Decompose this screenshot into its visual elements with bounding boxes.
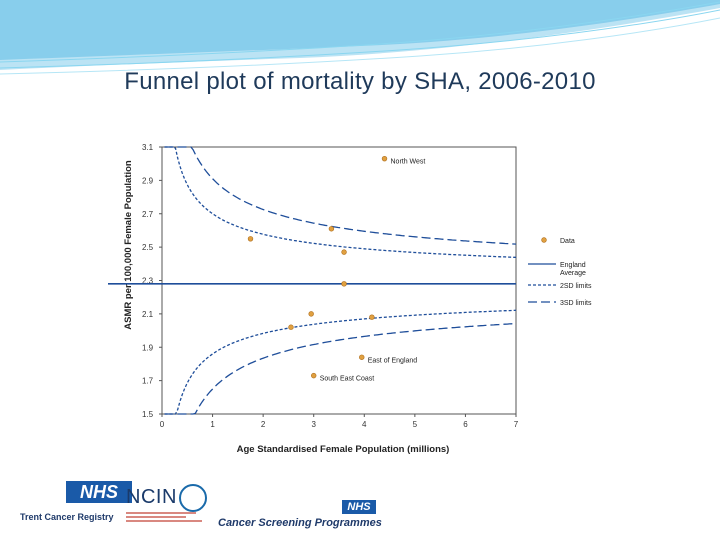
y-tick-label: 1.7 (142, 377, 154, 386)
x-tick-label: 0 (160, 420, 165, 429)
y-tick-label: 1.5 (142, 410, 154, 419)
slide-title: Funnel plot of mortality by SHA, 2006-20… (124, 68, 596, 95)
legend-label: England Average (560, 262, 586, 277)
data-point (247, 236, 254, 242)
y-tick-label: 2.1 (142, 310, 154, 319)
data-point (328, 226, 335, 232)
lower-3sd-limit (164, 322, 517, 415)
data-point (381, 155, 388, 162)
ncin-emblem-icon (179, 484, 207, 512)
chart-panel (108, 108, 605, 468)
legend-label: Data (560, 238, 575, 245)
trent-registry-label: Trent Cancer Registry (20, 512, 114, 522)
x-tick-label: 6 (463, 420, 468, 429)
y-tick-label: 3.1 (142, 143, 154, 152)
data-point-label: North West (391, 159, 426, 166)
legend-swatch-data (541, 237, 547, 243)
data-point (308, 311, 314, 317)
upper-3sd-limit (164, 146, 517, 245)
y-tick-label: 2.7 (142, 210, 154, 219)
cancer-screening-label: Cancer Screening Programmes (218, 517, 382, 529)
x-tick-label: 5 (413, 420, 418, 429)
x-tick-label: 2 (261, 420, 266, 429)
upper-2sd-limit (164, 146, 516, 258)
legend-label: 3SD limits (560, 300, 592, 307)
x-tick-label: 4 (362, 420, 367, 429)
ncin-subtitle-icon (126, 510, 206, 524)
data-point (341, 281, 347, 287)
y-tick-label: 1.9 (142, 343, 154, 352)
cancer-screening-logo: NHS Cancer Screening Programmes (216, 500, 386, 534)
data-point-label: East of England (368, 357, 418, 364)
y-tick-label: 2.3 (142, 277, 154, 286)
data-point (311, 372, 317, 379)
header-banner (0, 0, 720, 75)
legend-label: 2SD limits (560, 283, 592, 290)
nhs-small-logo: NHS (342, 500, 376, 514)
plot-area (161, 146, 517, 415)
ncin-logo: NCIN (124, 482, 214, 532)
lower-2sd-limit (164, 309, 517, 415)
legend-label-line: England (560, 262, 586, 269)
y-tick-label: 2.5 (142, 243, 154, 252)
data-point (341, 249, 347, 255)
data-point (369, 314, 375, 320)
data-point (288, 324, 294, 330)
ncin-wordmark: NCIN (126, 486, 177, 508)
y-tick-label: 2.9 (142, 176, 154, 185)
y-axis-label: ASMR per 100,000 Female Population (123, 160, 134, 330)
x-tick-label: 3 (311, 420, 316, 429)
x-tick-label: 1 (210, 420, 215, 429)
x-tick-label: 7 (514, 420, 519, 429)
data-point (359, 354, 365, 360)
data-point-label: South East Coast (320, 376, 375, 383)
trent-cancer-registry-logo: NHS Trent Cancer Registry (20, 478, 132, 533)
nhs-logo: NHS (66, 481, 132, 503)
legend-label-line: Average (560, 270, 586, 277)
x-axis-label: Age Standardised Female Population (mill… (237, 444, 450, 455)
